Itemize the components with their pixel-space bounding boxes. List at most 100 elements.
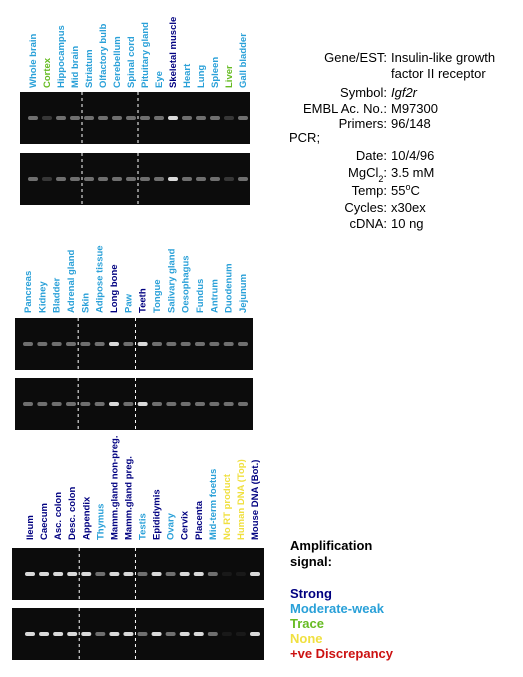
lane-label: Fundus	[195, 279, 206, 313]
band	[28, 177, 38, 181]
band	[80, 342, 91, 346]
band	[137, 572, 148, 576]
lane-label: Oesophagus	[181, 255, 192, 313]
lane-label: Heart	[182, 63, 193, 88]
band	[123, 632, 134, 636]
band	[223, 342, 234, 346]
lane-label: Asc. colon	[53, 492, 64, 540]
band	[166, 402, 177, 406]
band	[39, 572, 50, 576]
band	[37, 342, 48, 346]
legend-item: +ve Discrepancy	[290, 646, 394, 661]
band	[140, 116, 150, 120]
text-part: C	[410, 183, 419, 198]
band	[56, 116, 66, 120]
lane-label: Cerebellum	[112, 36, 123, 88]
lane-label: Placenta	[194, 500, 205, 540]
band	[98, 177, 108, 181]
band	[123, 402, 134, 406]
band	[23, 342, 33, 346]
lane-label: Kidney	[37, 281, 48, 313]
band	[210, 177, 220, 181]
text-part: o	[405, 182, 410, 192]
band	[151, 632, 162, 636]
band	[42, 116, 52, 120]
band	[37, 402, 48, 406]
band	[109, 632, 120, 636]
lane-label: Olfactory bulb	[98, 23, 109, 88]
band	[81, 632, 92, 636]
text-part: 55	[391, 183, 405, 198]
band	[126, 177, 136, 181]
band	[137, 342, 148, 346]
band	[42, 177, 52, 181]
lane-label: Ileum	[25, 515, 36, 540]
band	[165, 572, 176, 576]
lane-label: Jejunum	[238, 274, 249, 313]
band	[193, 632, 204, 636]
lane-label: Gall bladder	[238, 33, 249, 88]
info-value: Insulin-like growth	[391, 50, 495, 65]
band	[94, 342, 105, 346]
band	[81, 572, 92, 576]
lane-label: Appendix	[81, 496, 92, 540]
lane-label: Thymus	[95, 504, 106, 540]
lane-label: Spinal cord	[126, 36, 137, 88]
lane-label: Bladder	[52, 277, 63, 313]
band	[209, 402, 220, 406]
lane-label: Salivary gland	[166, 248, 177, 313]
band	[70, 116, 80, 120]
lane-label: Mamm.gland preg.	[123, 456, 134, 540]
band	[70, 177, 80, 181]
band	[209, 342, 220, 346]
band	[223, 402, 234, 406]
lane-label: Adrenal gland	[66, 249, 77, 313]
band	[137, 402, 148, 406]
band	[112, 177, 122, 181]
text-part: 2	[378, 174, 383, 184]
text-part: :	[383, 165, 387, 180]
legend-title: Amplification	[290, 538, 372, 553]
band	[182, 116, 192, 120]
lane-label: Antrum	[209, 279, 220, 313]
band	[168, 177, 178, 181]
band	[140, 177, 150, 181]
band	[123, 572, 134, 576]
lane-label: No RT product	[222, 473, 233, 540]
info-value: 10/4/96	[391, 148, 434, 163]
lane-label: Liver	[224, 65, 235, 88]
info-label: Gene/EST:	[324, 50, 387, 65]
info-label: Symbol:	[340, 85, 387, 100]
band	[207, 572, 218, 576]
info-label: cDNA:	[349, 216, 387, 231]
band	[80, 402, 91, 406]
band	[224, 116, 234, 120]
band	[179, 572, 190, 576]
info-heading: PCR;	[289, 130, 320, 145]
band	[25, 632, 35, 636]
band	[168, 116, 178, 120]
band	[196, 177, 206, 181]
lane-label: Spleen	[210, 57, 221, 88]
band	[221, 572, 232, 576]
band	[238, 342, 248, 346]
band	[39, 632, 50, 636]
lane-label: Skeletal muscle	[168, 17, 179, 88]
lane-label: Mid-term foetus	[208, 469, 219, 540]
lane-label: Tongue	[152, 279, 163, 313]
band	[66, 342, 76, 346]
band	[66, 402, 76, 406]
lane-label: Ovary	[166, 512, 177, 540]
band	[109, 402, 119, 406]
band	[126, 116, 136, 120]
band	[56, 177, 66, 181]
band	[95, 632, 106, 636]
band	[94, 402, 105, 406]
info-label: MgCl2:	[348, 165, 387, 184]
band	[51, 402, 62, 406]
legend-item: Trace	[290, 616, 324, 631]
lane-label: Epididymis	[152, 489, 163, 540]
lane-label: Mouse DNA (Bot.)	[250, 460, 261, 540]
band	[165, 632, 176, 636]
info-value: M97300	[391, 101, 438, 116]
